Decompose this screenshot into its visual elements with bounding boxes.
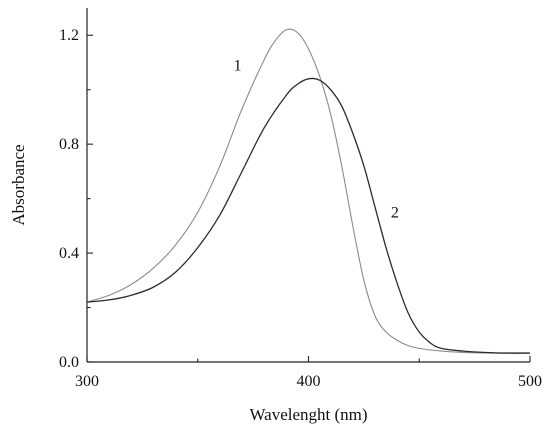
x-tick-label: 300 <box>75 373 99 390</box>
curve-labels: 12 <box>234 58 399 222</box>
curve-label-2: 2 <box>391 205 399 222</box>
y-tick-label: 0.8 <box>59 136 79 153</box>
series-1-line <box>86 28 531 354</box>
curve-label-1: 1 <box>234 58 242 75</box>
y-axis-title: Absorbance <box>9 144 28 225</box>
y-tick-label: 0.4 <box>59 245 79 262</box>
series-lines <box>86 28 531 354</box>
y-tick-label: 1.2 <box>59 27 79 44</box>
x-tick-label: 500 <box>518 373 542 390</box>
series-2-line <box>86 77 531 354</box>
x-axis-title: Wavelenght (nm) <box>249 405 367 424</box>
ticks: 300 400 500 0.0 0.4 0.8 1.2 <box>59 27 542 390</box>
axes <box>86 8 530 363</box>
x-tick-label: 400 <box>297 373 321 390</box>
y-tick-label: 0.0 <box>59 354 79 371</box>
